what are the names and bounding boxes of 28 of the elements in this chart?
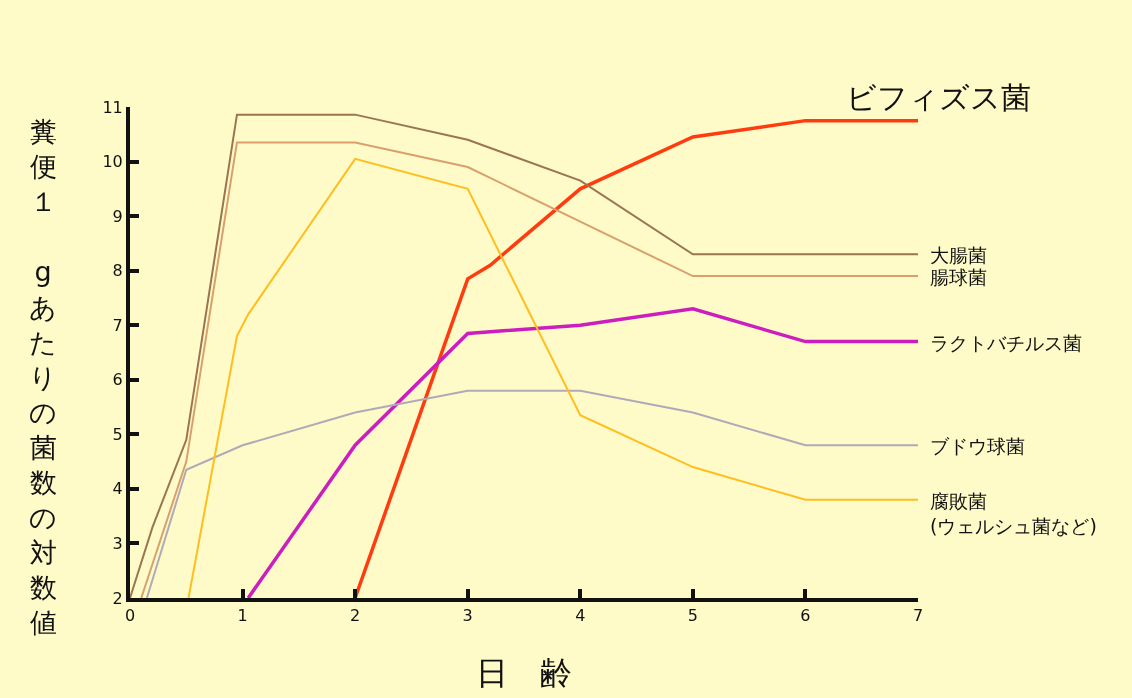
text: 糞便１ gあたりの菌数の対数値 (29, 116, 57, 639)
x-tick-label: 2 (350, 606, 361, 626)
y-tick-label: 10 (102, 152, 123, 172)
x-tick-label: 3 (462, 606, 473, 626)
y-tick-label: 3 (112, 534, 123, 554)
series-label: 腐敗菌 (ウェルシュ菌など) (930, 490, 1097, 537)
x-tick-label: 0 (124, 606, 136, 626)
series-label: ブドウ球菌 (930, 435, 1025, 457)
line-series (246, 307, 918, 598)
x-tick-label: 4 (575, 606, 586, 626)
x-axis-title: 日 齢 (476, 654, 572, 692)
y-tick-label: 7 (112, 315, 123, 335)
x-tick-label: 5 (687, 606, 698, 626)
y-tick-label: 6 (112, 370, 123, 390)
series-label: 腸球菌 (930, 266, 987, 288)
series-label: ビフィズス菌 (846, 80, 1031, 115)
y-tick-label: 9 (112, 206, 123, 226)
y-tick-label: 11 (102, 97, 123, 117)
y-tick-label: 5 (112, 424, 123, 444)
series-label: ラクトバチルス菌 (930, 332, 1082, 354)
y-tick-label: 2 (112, 588, 123, 608)
x-tick-label: 6 (800, 606, 811, 626)
x-tick-label: 7 (912, 606, 924, 626)
y-tick-label: 4 (112, 479, 123, 499)
x-tick-label: 1 (237, 606, 248, 626)
y-tick-label: 8 (112, 261, 123, 281)
line-series (145, 389, 918, 598)
series-label: 大腸菌 (930, 244, 987, 266)
